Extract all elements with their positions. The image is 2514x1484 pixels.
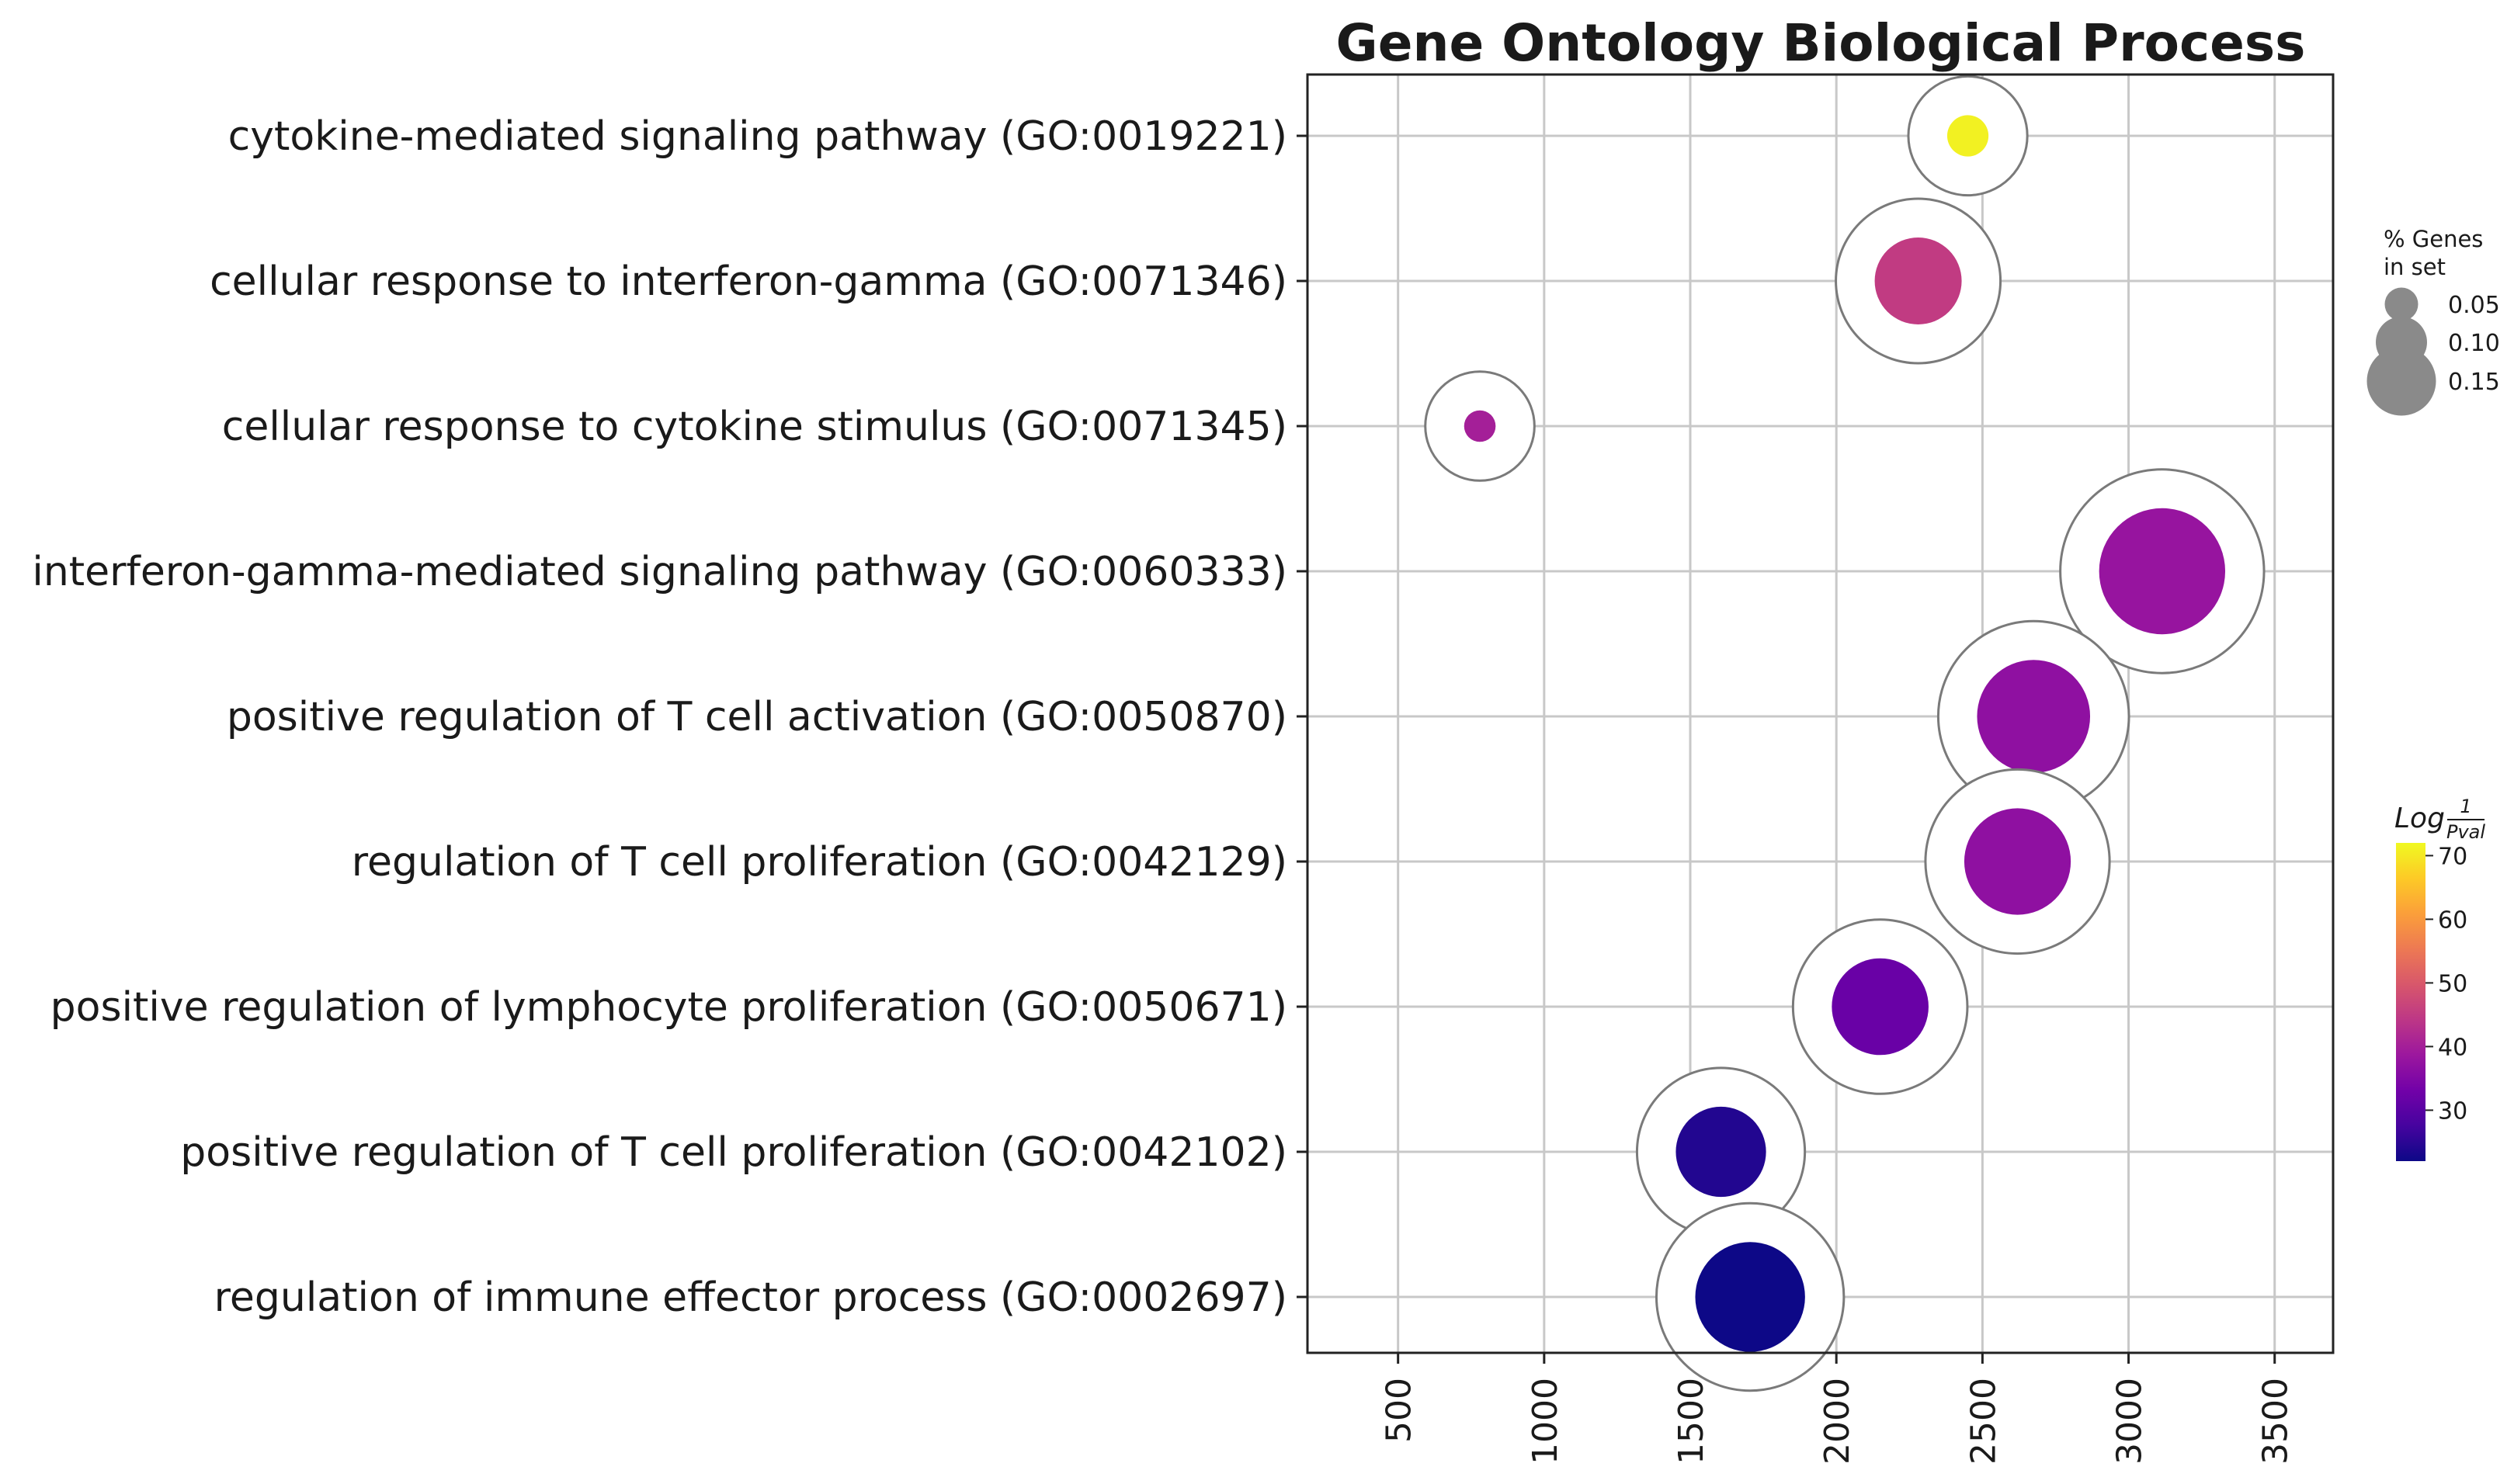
y-tick-label: positive regulation of T cell proliferat… xyxy=(180,1129,1287,1176)
data-point-8 xyxy=(1695,1242,1805,1352)
y-tick-label: cytokine-mediated signaling pathway (GO:… xyxy=(228,113,1287,160)
x-tick-label: 1500 xyxy=(1672,1378,1711,1465)
x-axis-tick-labels: 500 1000 1500 2000 2500 3000 3500 xyxy=(1380,1353,2296,1465)
colorbar-tick-label: 40 xyxy=(2438,1034,2467,1061)
x-tick-label: 2500 xyxy=(1964,1378,2003,1465)
size-legend-title: in set xyxy=(2384,254,2446,280)
colorbar-title-denominator: Pval xyxy=(2446,821,2485,843)
y-tick-label: interferon-gamma-mediated signaling path… xyxy=(32,549,1287,595)
colorbar-tick-label: 50 xyxy=(2438,970,2467,997)
size-legend-marker-2 xyxy=(2366,346,2436,416)
data-point-4 xyxy=(1977,660,2091,773)
size-legend-marker-0 xyxy=(2384,287,2419,321)
colorbar-title-log: Log xyxy=(2394,803,2445,834)
data-point-7 xyxy=(1675,1106,1766,1198)
y-tick-label: regulation of immune effector process (G… xyxy=(214,1274,1287,1321)
x-tick-label: 1000 xyxy=(1526,1378,1565,1465)
colorbar-tick-label: 30 xyxy=(2438,1097,2467,1125)
y-tick-label: cellular response to cytokine stimulus (… xyxy=(222,404,1287,450)
size-legend-label: 0.10 xyxy=(2448,330,2500,357)
data-point-5 xyxy=(1964,808,2071,915)
y-tick-label: positive regulation of T cell activation… xyxy=(227,694,1287,740)
size-legend-label: 0.15 xyxy=(2448,369,2500,396)
x-tick-label: 3000 xyxy=(2110,1378,2150,1465)
y-tick-label: regulation of T cell proliferation (GO:0… xyxy=(352,839,1287,886)
colorbar-tick-label: 70 xyxy=(2438,843,2467,870)
data-point-0 xyxy=(1946,115,1989,157)
y-axis-tick-labels: cytokine-mediated signaling pathway (GO:… xyxy=(32,113,1307,1321)
colorbar: 30 40 50 60 70 Log 1 Pval xyxy=(2394,796,2485,1161)
data-markers xyxy=(1424,75,2266,1392)
x-tick-label: 3500 xyxy=(2256,1378,2296,1465)
data-point-1 xyxy=(1874,238,1962,324)
y-tick-label: cellular response to interferon-gamma (G… xyxy=(210,258,1287,305)
chart-title: Gene Ontology Biological Process xyxy=(1336,13,2306,73)
x-tick-label: 500 xyxy=(1380,1378,1419,1443)
size-legend-label: 0.05 xyxy=(2448,292,2500,319)
data-point-3 xyxy=(2099,508,2226,635)
size-legend-title: % Genes xyxy=(2384,226,2483,252)
colorbar-bar xyxy=(2396,843,2425,1161)
plot-area-frame xyxy=(1306,73,2335,1354)
data-point-6 xyxy=(1832,958,1929,1056)
colorbar-title-numerator: 1 xyxy=(2460,796,2471,817)
colorbar-tick-label: 60 xyxy=(2438,907,2467,934)
x-tick-label: 2000 xyxy=(1818,1378,1857,1465)
y-tick-label: positive regulation of lymphocyte prolif… xyxy=(50,984,1287,1031)
data-point-2 xyxy=(1464,410,1496,442)
